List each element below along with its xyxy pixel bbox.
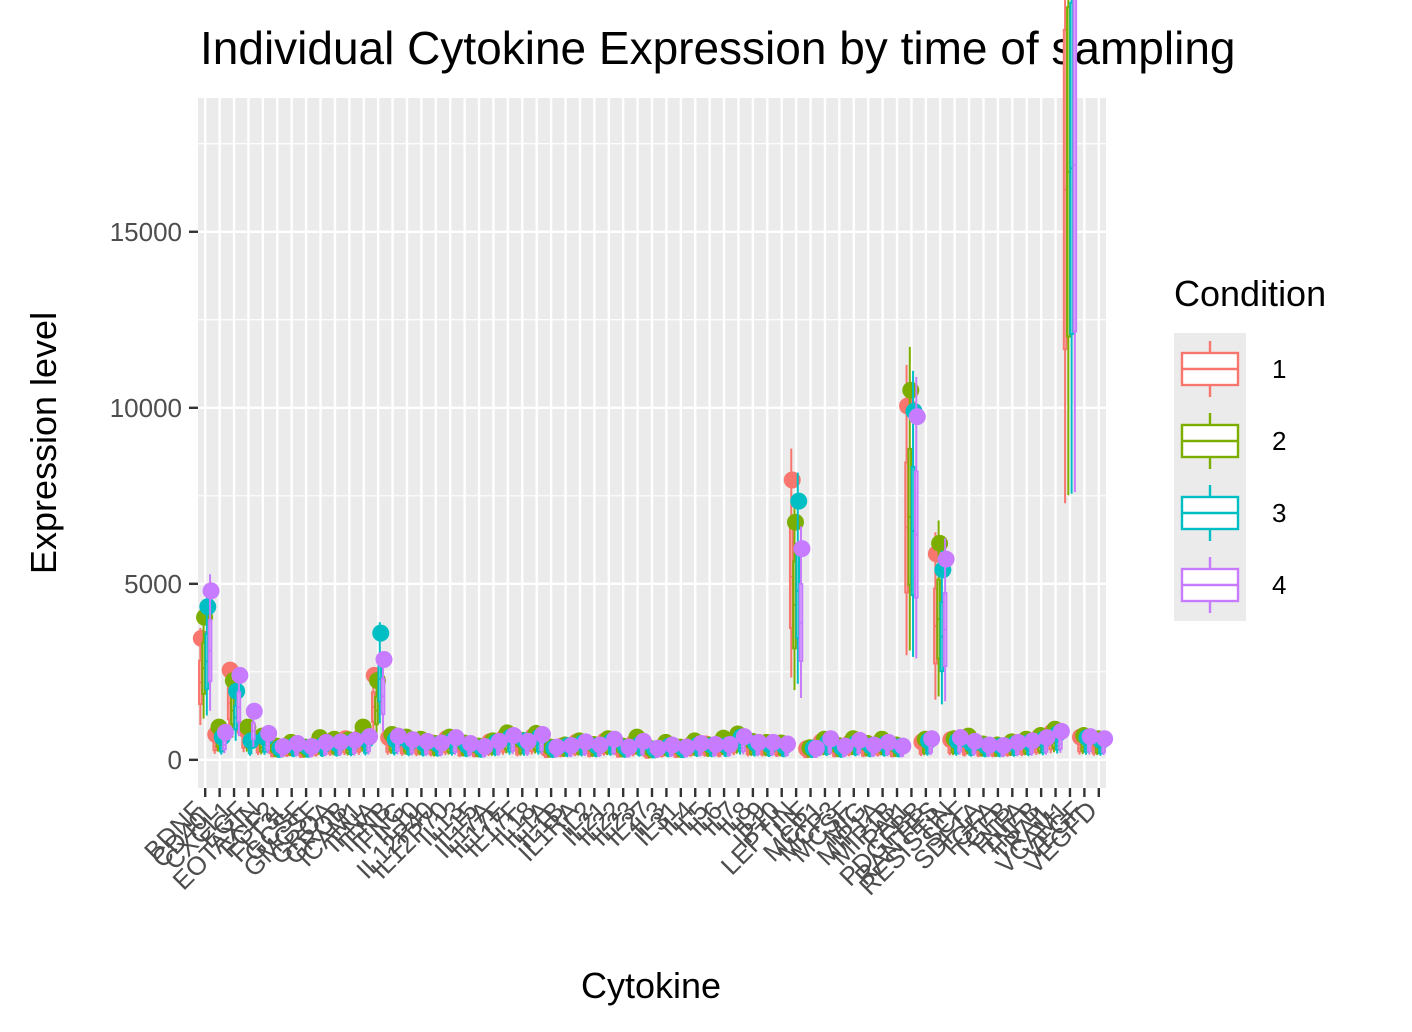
outlier-point [317,733,335,751]
outlier-point [706,736,724,754]
legend-key-3: 3 [1174,477,1286,549]
outlier-point [490,732,508,750]
legend-label: 3 [1272,498,1286,528]
outlier-point [865,736,883,754]
outlier-point [1009,733,1027,751]
outlier-point [404,731,422,749]
outlier-point [923,730,941,748]
series-4 [202,0,1114,758]
outlier-point [721,736,739,754]
outlier-point [389,727,407,745]
outlier-point [908,408,926,426]
outlier-point [764,733,782,751]
outlier-point [577,733,595,751]
outlier-point [346,731,364,749]
y-axis: 0 5000 10000 15000 [110,217,198,775]
chart-title: Individual Cytokine Expression by time o… [200,22,1236,74]
outlier-point [879,733,897,751]
outlier-point [995,737,1013,755]
outlier-point [1096,730,1114,748]
y-tick-label: 5000 [124,569,182,599]
outlier-point [1038,729,1056,747]
data-marks [192,0,1114,759]
outlier-point [534,725,552,743]
outlier-point [260,724,278,742]
outlier-point [418,732,436,750]
outlier-point [606,730,624,748]
outlier-point [836,737,854,755]
outlier-point [289,734,307,752]
legend-label: 2 [1272,426,1286,456]
y-tick-label: 10000 [110,393,182,423]
legend: Condition 1 2 3 4 [1174,273,1326,621]
outlier-point [433,734,451,752]
outlier-point [894,737,912,755]
outlier-point [476,738,494,756]
outlier-point [303,738,321,756]
legend-title: Condition [1174,273,1326,314]
outlier-point [678,738,696,756]
outlier-point [216,723,234,741]
outlier-point [952,729,970,747]
outlier-point [202,582,220,600]
outlier-point [692,734,710,752]
outlier-point [937,550,955,568]
outlier-point [779,735,797,753]
outlier-point [361,728,379,746]
outlier-point [231,666,249,684]
outlier-point [548,738,566,756]
outlier-point [199,598,217,616]
legend-key-4: 4 [1174,549,1286,621]
legend-key-1: 1 [1174,333,1286,405]
outlier-point [375,651,393,669]
outlier-point [562,737,580,755]
legend-label: 1 [1272,354,1286,384]
outlier-point [620,738,638,756]
y-tick-label: 0 [168,745,182,775]
outlier-point [931,534,949,552]
outlier-point [1052,722,1070,740]
outlier-point [783,471,801,489]
outlier-point [663,736,681,754]
outlier-point [786,513,804,531]
outlier-point [634,732,652,750]
outlier-point [332,733,350,751]
outlier-point [461,734,479,752]
grid-lines [198,98,1106,788]
outlier-point [447,729,465,747]
legend-keys: 1 2 3 4 [1174,333,1286,621]
outlier-point [649,739,667,757]
legend-label: 4 [1272,570,1286,600]
outlier-point [505,727,523,745]
outlier-point [822,730,840,748]
x-axis-title: Cytokine [581,965,721,1006]
outlier-point [966,732,984,750]
outlier-point [902,381,920,399]
legend-key-2: 2 [1174,405,1286,477]
outlier-point [1024,732,1042,750]
y-tick-label: 15000 [110,217,182,247]
outlier-point [851,731,869,749]
y-axis-title: Expression level [23,312,64,574]
outlier-point [1081,728,1099,746]
outlier-point [245,702,263,720]
outlier-point [750,733,768,751]
outlier-point [274,738,292,756]
outlier-point [790,492,808,510]
outlier-point [735,728,753,746]
outlier-point [591,736,609,754]
outlier-point [519,732,537,750]
outlier-point [980,736,998,754]
outlier-point [793,540,811,558]
outlier-point [372,624,390,642]
outlier-point [807,739,825,757]
x-axis: BDNFCD40LCXCL1EGFEOTAXINFGF2FLT3LGCSFGMC… [138,788,1103,901]
